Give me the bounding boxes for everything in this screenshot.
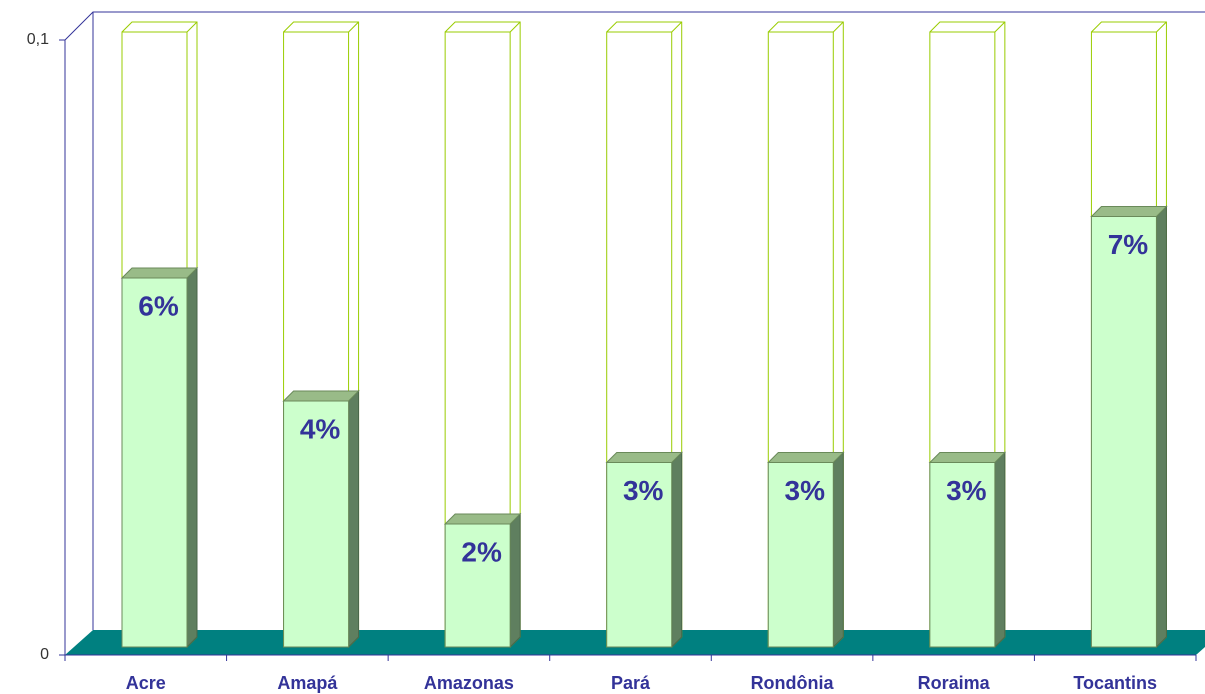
value-label: 3% [623,475,664,506]
bar-top [282,390,360,402]
value-label: 2% [461,536,502,567]
bar-outline-edge [994,21,1006,33]
x-tick-label: Acre [126,673,166,693]
bar-side [832,451,844,649]
bar-outline-edge [671,21,683,33]
x-tick-label: Rondônia [751,673,835,693]
x-tick-label: Amapá [277,673,338,693]
bar-side [186,266,198,649]
x-tick-label: Amazonas [424,673,514,693]
bar [606,462,673,648]
bar-top [1090,206,1168,217]
x-tick-label: Tocantins [1073,673,1157,693]
bar-top [443,513,522,525]
bar-outline-edge [832,21,844,33]
value-label: 3% [785,475,826,506]
bar-side [509,512,521,649]
y-tick-label: 0 [40,646,49,663]
value-label: 7% [1108,229,1149,260]
bar [121,277,188,648]
bar-top [767,452,845,463]
bar-side [994,451,1006,649]
bar [929,462,996,648]
bar [444,523,511,648]
x-tick-label: Roraima [918,673,991,693]
x-tick-label: Pará [611,673,651,693]
bar [1090,216,1157,648]
value-label: 3% [946,475,987,506]
bar-side [1155,205,1167,649]
bar-outline-edge [186,21,198,33]
value-label: 6% [138,290,179,321]
bar-top [928,452,1007,463]
bar-outline-edge [1156,21,1167,33]
bar-top [605,452,683,463]
bar [283,400,350,648]
bar-top [120,267,199,279]
bar-side [671,451,683,649]
back-wall [64,11,1205,41]
bar-outline-edge [348,21,359,33]
value-label: 4% [300,413,341,444]
bar-side [348,389,360,649]
bar [767,462,834,648]
y-tick-label: 0,1 [27,31,49,48]
bar-outline-edge [509,21,521,33]
